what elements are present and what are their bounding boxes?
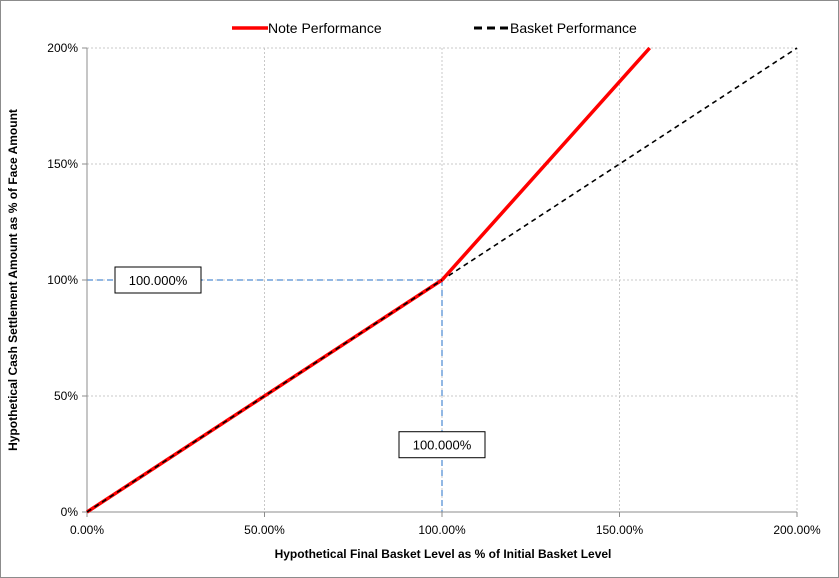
legend-label: Basket Performance — [510, 20, 637, 36]
legend: Note Performance Basket Performance — [232, 20, 637, 36]
legend-label: Note Performance — [268, 20, 382, 36]
annotation-label: 100.000% — [413, 438, 472, 453]
y-tick-label: 0% — [61, 505, 79, 519]
x-tick-label: 100.00% — [418, 523, 466, 537]
annotation-1: 100.000% — [398, 431, 486, 459]
annotation-box — [398, 431, 486, 459]
y-tick-label: 50% — [54, 389, 78, 403]
annotation-label: 100.000% — [129, 273, 188, 288]
tick-labels: 0.00% 50.00% 100.00% 150.00% 200.00% 0% 50% 100… — [47, 41, 821, 537]
legend-item-1: Basket Performance — [474, 20, 637, 36]
annotations: 100.000% 100.000% — [114, 266, 486, 459]
y-axis-title: Hypothetical Cash Settlement Amount as %… — [6, 109, 20, 451]
y-tick-label: 100% — [47, 273, 78, 287]
x-tick-label: 150.00% — [596, 523, 644, 537]
axes — [82, 47, 798, 517]
legend-item-0: Note Performance — [232, 20, 382, 36]
series-group — [86, 46, 798, 514]
x-tick-label: 200.00% — [773, 523, 821, 537]
y-tick-label: 150% — [47, 157, 78, 171]
series-line-basket-overlay — [86, 279, 443, 513]
x-tick-label: 0.00% — [70, 523, 104, 537]
annotation-box — [114, 266, 202, 294]
annotation-0: 100.000% — [114, 266, 202, 294]
x-tick-label: 50.00% — [244, 523, 285, 537]
y-tick-label: 200% — [47, 41, 78, 55]
reference-lines — [87, 279, 443, 512]
x-axis-title: Hypothetical Final Basket Level as % of … — [275, 547, 612, 561]
